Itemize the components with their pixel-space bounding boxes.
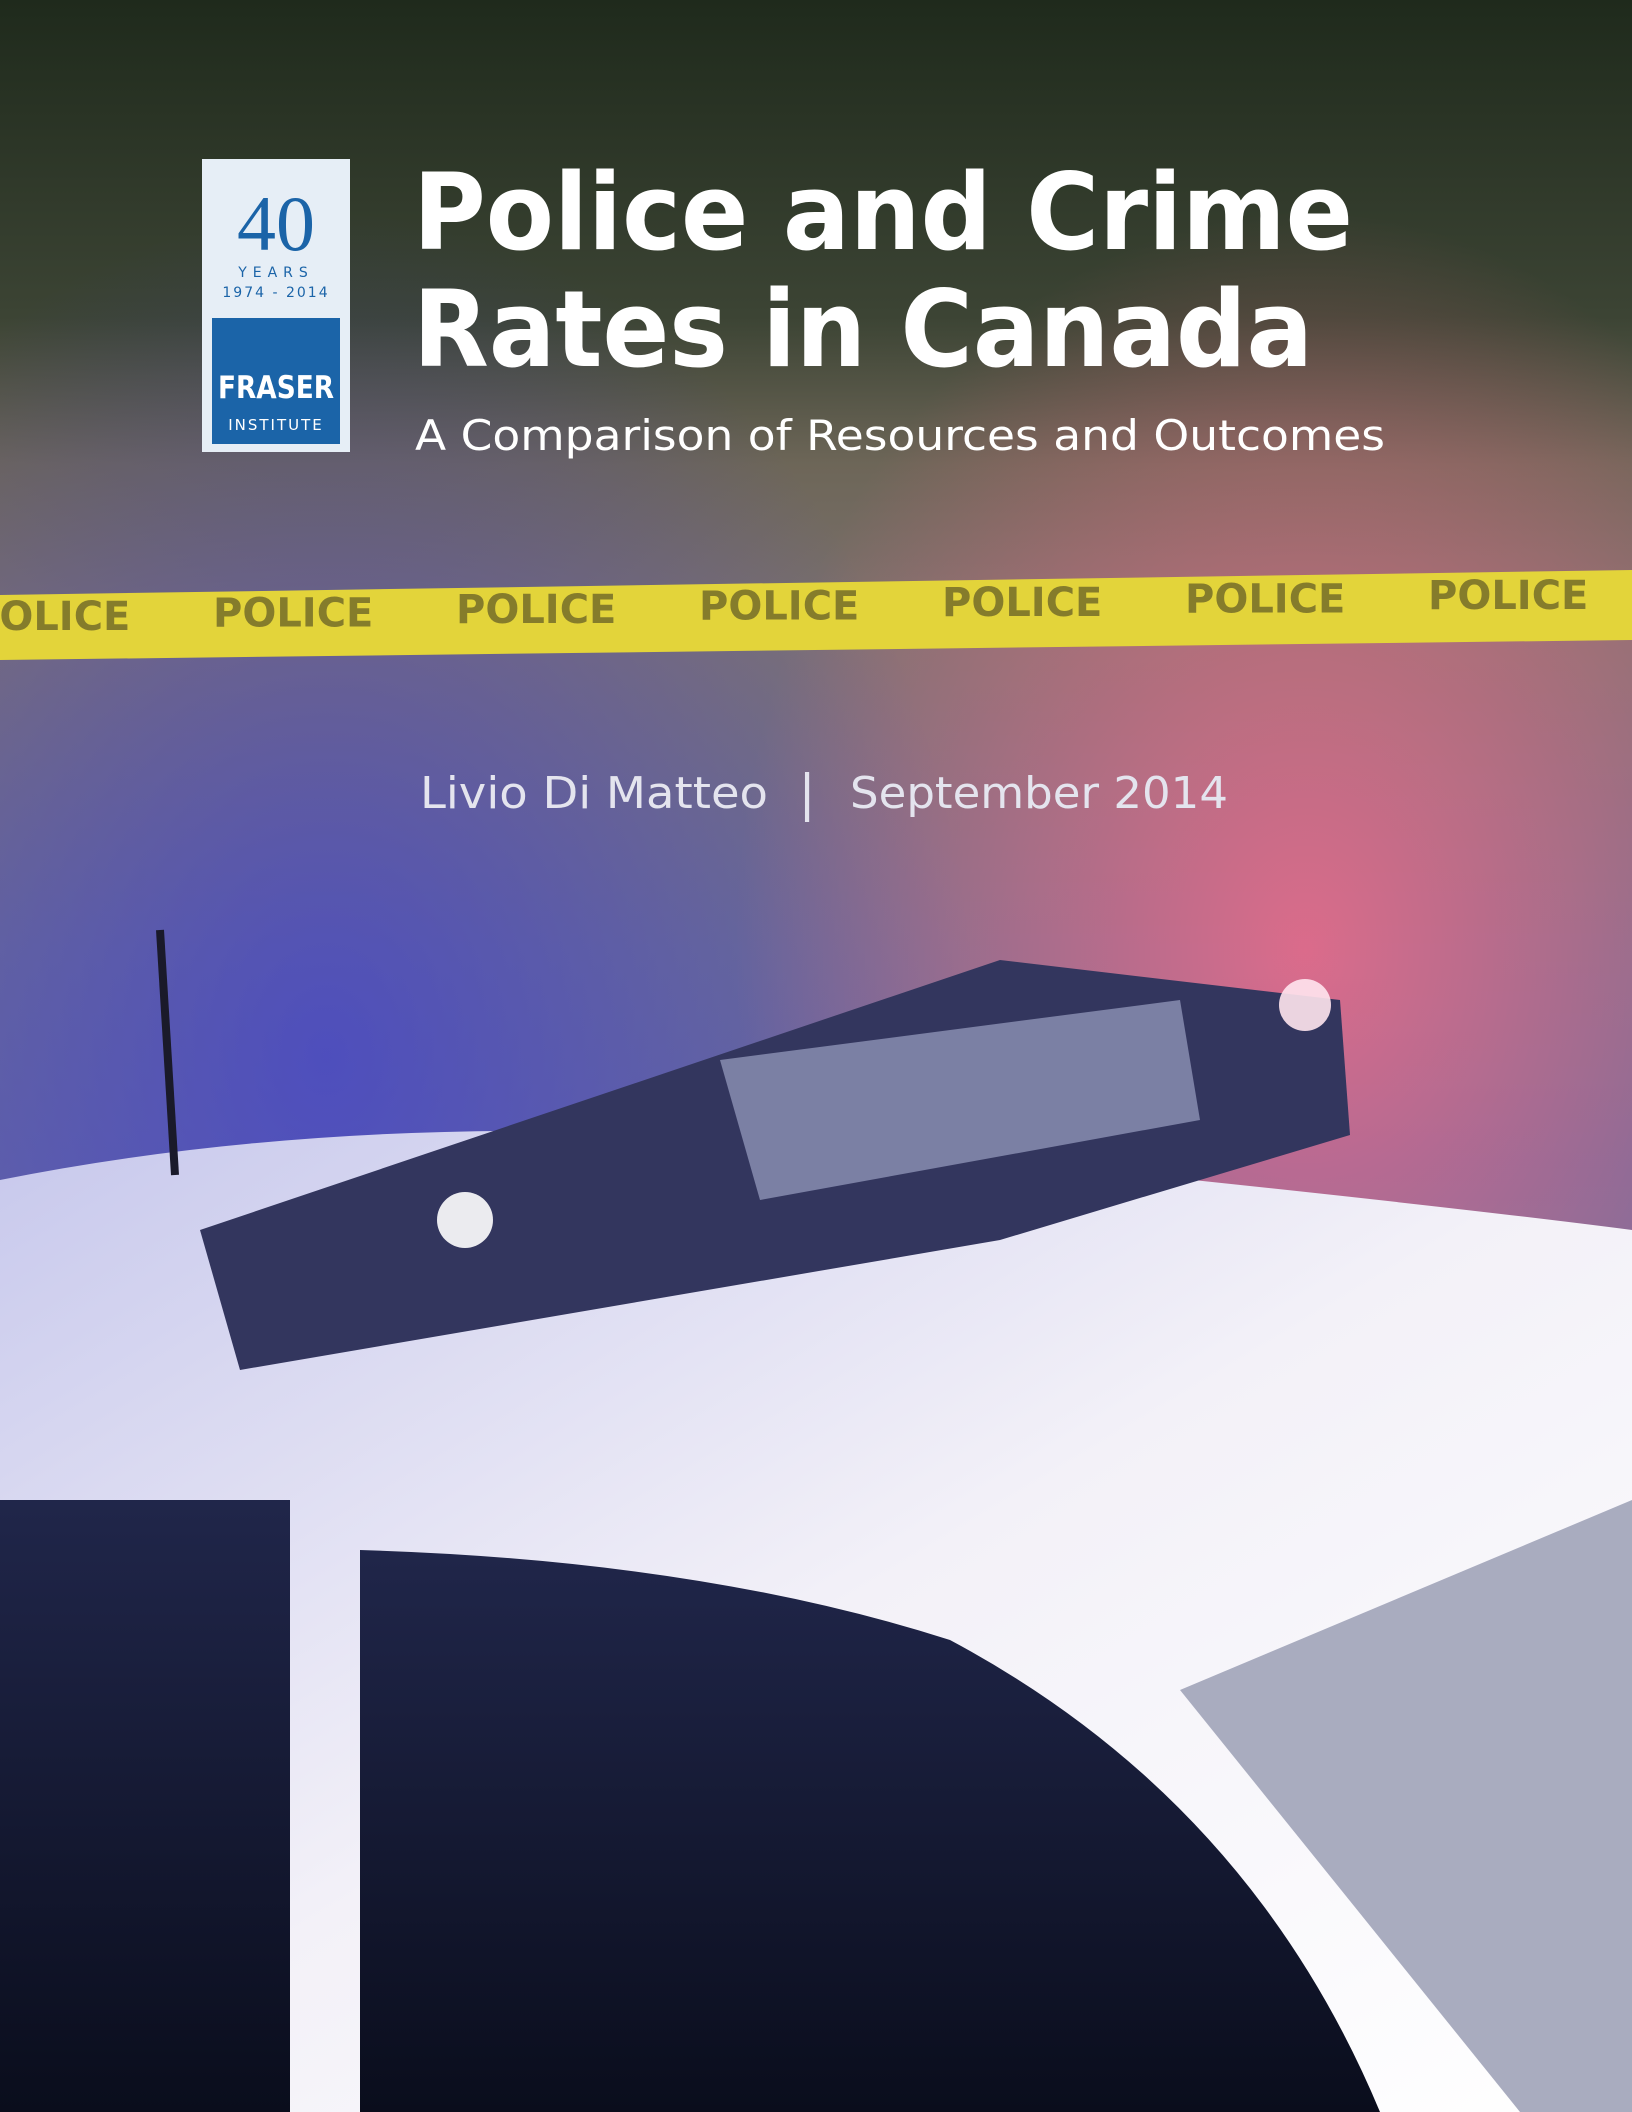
tape-text: POLICE [699, 584, 859, 630]
tape-text: POLICE [0, 594, 130, 640]
title-line-2: Rates in Canada [413, 268, 1313, 391]
light-bar-center [720, 1000, 1200, 1200]
logo-lower [212, 318, 340, 444]
red-light [1279, 979, 1331, 1031]
tape-text-group: POLICE POLICE POLICE POLICE POLICE POLICE POLI… [0, 573, 1588, 640]
separator: | [799, 764, 816, 822]
tape-text: POLICE [942, 580, 1102, 626]
date: September 2014 [850, 768, 1228, 819]
logo-institute: INSTITUTE [228, 416, 324, 434]
logo-span: 1974 - 2014 [222, 285, 329, 301]
blue-light [437, 1192, 493, 1248]
logo-name: FRASER [218, 370, 334, 406]
tape-text: POLICE [213, 591, 373, 637]
rear-window [0, 1500, 290, 2112]
side-window [360, 1550, 1380, 2112]
tape-text: POLICE [456, 587, 616, 633]
windshield [1180, 1500, 1632, 2112]
antenna [156, 929, 179, 1176]
title-line-1: Police and Crime [413, 151, 1353, 274]
author: Livio Di Matteo [420, 768, 768, 819]
subtitle: A Comparison of Resources and Outcomes [415, 411, 1385, 460]
tape-text: POLICE [1428, 573, 1588, 619]
logo-number: 40 [237, 180, 315, 267]
logo-years: YEARS [237, 265, 314, 281]
tape-text: POLICE [1185, 577, 1345, 623]
police-tape [0, 570, 1632, 660]
